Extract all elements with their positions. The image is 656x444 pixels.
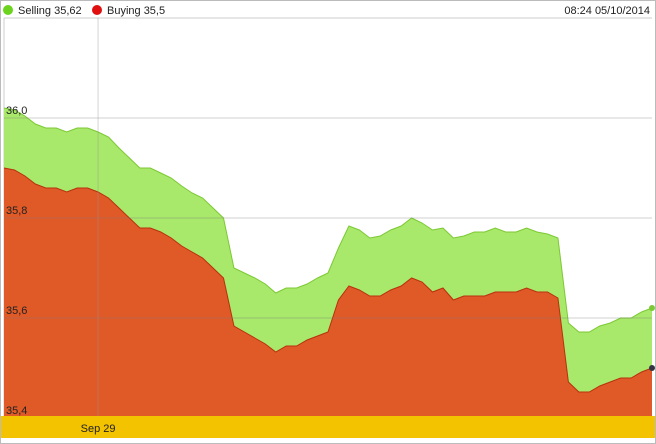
legend-marker [3,5,13,15]
x-axis-band [1,416,655,438]
y-tick-label: 35,6 [6,305,27,317]
legend-label: Buying 35,5 [107,5,165,17]
area-line [3,107,653,333]
y-tick-label: 35,8 [6,205,27,217]
legend-label: Selling 35,62 [18,5,82,17]
end-marker [649,365,655,371]
legend-marker [92,5,102,15]
y-tick-label: 36,0 [6,105,27,117]
end-marker [649,305,655,311]
y-tick-label: 35,4 [6,405,27,417]
x-tick-label: Sep 29 [81,423,116,435]
area-line [3,167,653,393]
timestamp: 08:24 05/10/2014 [564,5,650,17]
area [4,168,652,418]
